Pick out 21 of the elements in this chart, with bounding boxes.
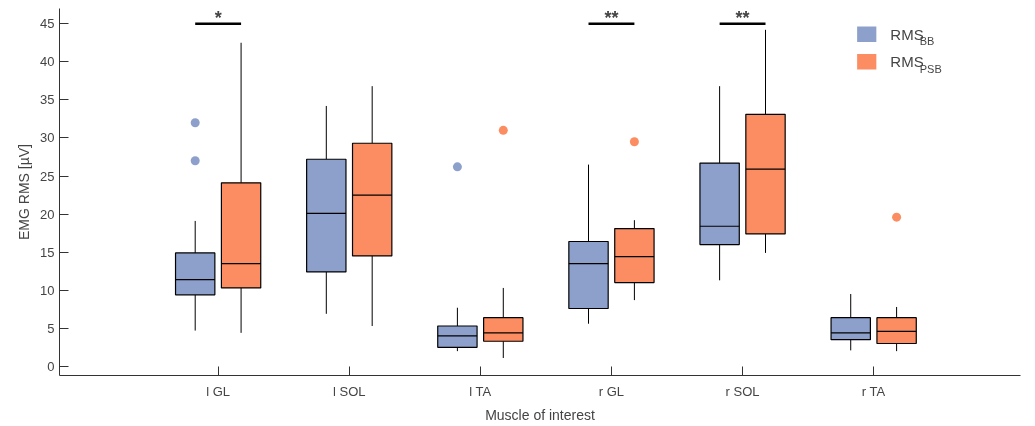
annotation: * — [214, 7, 222, 28]
x-tick-label: r GL — [598, 383, 625, 399]
y-tick-label: 5 — [47, 320, 55, 336]
y-tick-label: 30 — [40, 130, 55, 146]
y-tick-label: 40 — [40, 54, 55, 70]
y-tick-label: 45 — [40, 16, 55, 32]
x-tick-label: r TA — [861, 383, 886, 399]
annotation: ** — [604, 7, 619, 28]
y-tick-label: 20 — [40, 206, 55, 222]
x-axis-title: Muscle of interest — [485, 406, 595, 423]
x-tick-label: l SOL — [332, 383, 366, 399]
x-tick-label: l GL — [206, 383, 231, 399]
y-tick-label: 35 — [40, 92, 55, 108]
y-tick-label: 25 — [40, 168, 55, 184]
y-tick-label: 0 — [47, 358, 55, 374]
y-tick-label: 15 — [40, 244, 55, 260]
annotation: ** — [735, 7, 750, 28]
y-tick-label: 10 — [40, 282, 55, 298]
y-axis-title: EMG RMS [µV] — [16, 144, 33, 240]
x-tick-label: r SOL — [725, 383, 760, 399]
x-tick-label: l TA — [469, 383, 492, 399]
